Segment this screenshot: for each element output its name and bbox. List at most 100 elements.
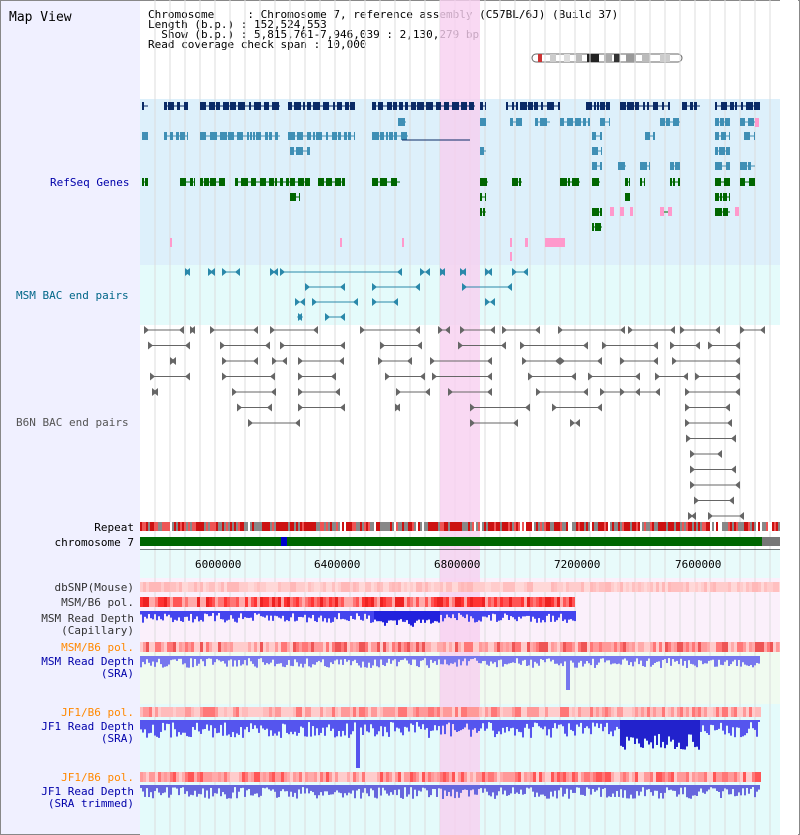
msm-pol-heat — [503, 597, 506, 607]
msm-pol2-heat — [245, 642, 248, 652]
gene-feature — [594, 102, 596, 110]
track-label-msm-bac[interactable]: MSM BAC end pairs — [16, 289, 129, 302]
jf1-depth-sra-bar — [254, 720, 256, 726]
jf1-depth-sra-bar — [620, 720, 622, 746]
jf1-pol-heat — [368, 707, 371, 717]
gene-feature — [560, 178, 567, 186]
msm-pol-heat — [380, 597, 383, 607]
chromosome-bar[interactable] — [140, 537, 780, 547]
repeat-segment — [512, 522, 514, 531]
repeat-segment — [746, 522, 748, 531]
repeat-segment — [720, 522, 722, 531]
jf1-pol-heat — [674, 707, 677, 717]
msm-depth-sra-bar — [234, 656, 236, 661]
gene-feature — [724, 178, 730, 186]
msm-depth-capillary-bar — [192, 611, 194, 623]
gene-feature — [399, 102, 403, 110]
track-label-msm-pol-2[interactable]: MSM/B6 pol. — [61, 641, 134, 654]
gene-feature-pink — [610, 207, 614, 216]
msm-depth-capillary-bar — [498, 611, 500, 621]
jf1-depth-sra-bar — [412, 720, 414, 725]
b6n-bac-pair-end — [298, 388, 303, 396]
repeat-segment — [270, 522, 272, 531]
dbsnp-heat — [515, 582, 518, 592]
repeat-segment — [344, 522, 346, 531]
b6n-bac-pair-end — [395, 403, 400, 412]
track-label-jf1-pol[interactable]: JF1/B6 pol. — [61, 706, 134, 719]
gene-feature — [387, 102, 392, 110]
jf1-depth-sra-bar — [656, 720, 658, 745]
jf1-depth-sra-bar — [756, 720, 758, 737]
track-label-repeat[interactable]: Repeat — [94, 521, 134, 534]
msm-bac-track[interactable] — [140, 265, 780, 325]
repeat-segment — [760, 522, 762, 531]
jf1-depth-sra-bar — [468, 720, 470, 730]
msm-depth-capillary-bar — [384, 611, 386, 626]
msm-pol2-heat — [542, 642, 545, 652]
gene-feature — [238, 102, 245, 110]
track-label-jf1-depth-sra[interactable]: JF1 Read Depth (SRA) — [41, 721, 134, 745]
polymorphism-heat-tracks[interactable] — [140, 0, 780, 835]
genome-browser-plot[interactable]: 6000000 6400000 6800000 7200000 7600000 — [140, 0, 780, 835]
b6n-bac-pair-end — [396, 388, 401, 396]
msm-pol2-heat — [254, 642, 257, 652]
jf1-pol2-heat — [389, 772, 392, 782]
dbsnp-heat — [278, 582, 281, 592]
jf1-depth-sra-bar — [664, 720, 666, 749]
msm-pol2-heat — [716, 642, 719, 652]
jf1-depth-trimmed-bar — [350, 785, 352, 794]
msm-depth-sra-bar — [466, 656, 468, 666]
read-depth-tracks[interactable] — [140, 0, 780, 835]
dbsnp-heat — [737, 582, 740, 592]
jf1-depth-sra-bar — [144, 720, 146, 730]
track-label-refseq[interactable]: RefSeq Genes — [50, 176, 130, 189]
track-label-jf1-pol-2[interactable]: JF1/B6 pol. — [61, 771, 134, 784]
track-label-b6n-bac[interactable]: B6N BAC end pairs — [16, 416, 129, 429]
dbsnp-heat — [530, 582, 533, 592]
track-label-chromosome[interactable]: chromosome 7 — [54, 536, 134, 549]
gene-feature — [194, 178, 195, 186]
repeat-segment — [444, 522, 446, 531]
jf1-pol-heat — [266, 707, 269, 717]
gene-feature — [572, 178, 579, 186]
refseq-genes-track[interactable] — [140, 99, 780, 265]
jf1-pol-heat — [680, 707, 683, 717]
gene-feature — [389, 132, 393, 140]
track-label-msm-pol[interactable]: MSM/B6 pol. — [61, 596, 134, 609]
jf1-depth-trimmed-bar — [192, 785, 194, 796]
repeat-segment — [628, 522, 630, 531]
msm-pol-heat — [338, 597, 341, 607]
repeat-segment — [208, 522, 210, 531]
gene-feature — [601, 147, 602, 155]
page-title: Map View — [9, 10, 72, 25]
gene-feature — [142, 178, 144, 186]
repeat-segment — [730, 522, 732, 531]
msm-pol2-heat — [197, 642, 200, 652]
msm-depth-sra-bar — [488, 656, 490, 666]
track-label-dbsnp[interactable]: dbSNP(Mouse) — [54, 581, 134, 594]
jf1-depth-trimmed-bar — [478, 785, 480, 790]
jf1-pol2-heat — [332, 772, 335, 782]
b6n-bac-pair-end — [265, 341, 270, 350]
repeat-track[interactable] — [140, 522, 780, 532]
jf1-pol-heat — [386, 707, 389, 717]
repeat-segment — [678, 522, 680, 531]
jf1-depth-trimmed-bar — [426, 785, 428, 791]
msm-depth-sra-bar — [698, 656, 700, 661]
msm-depth-sra-bar — [592, 656, 594, 659]
msm-depth-sra-bar — [660, 656, 662, 668]
jf1-depth-trimmed-bar — [634, 785, 636, 799]
jf1-depth-trimmed-bar — [606, 785, 608, 798]
msm-pol-heat — [512, 597, 515, 607]
track-label-msm-depth-sra[interactable]: MSM Read Depth (SRA) — [41, 656, 134, 680]
chromosome-ideogram[interactable] — [530, 52, 685, 64]
gene-feature — [305, 178, 310, 186]
track-label-jf1-depth-trimmed[interactable]: JF1 Read Depth (SRA trimmed) — [41, 786, 134, 810]
dbsnp-heat — [398, 582, 401, 592]
b6n-bac-track[interactable] — [140, 325, 780, 520]
jf1-depth-sra-bar — [642, 720, 644, 748]
jf1-depth-sra-bar — [446, 720, 448, 725]
msm-pol2-heat — [740, 642, 743, 652]
b6n-bac-pair-end — [685, 419, 690, 427]
track-label-msm-depth-capillary[interactable]: MSM Read Depth (Capillary) — [41, 613, 134, 637]
